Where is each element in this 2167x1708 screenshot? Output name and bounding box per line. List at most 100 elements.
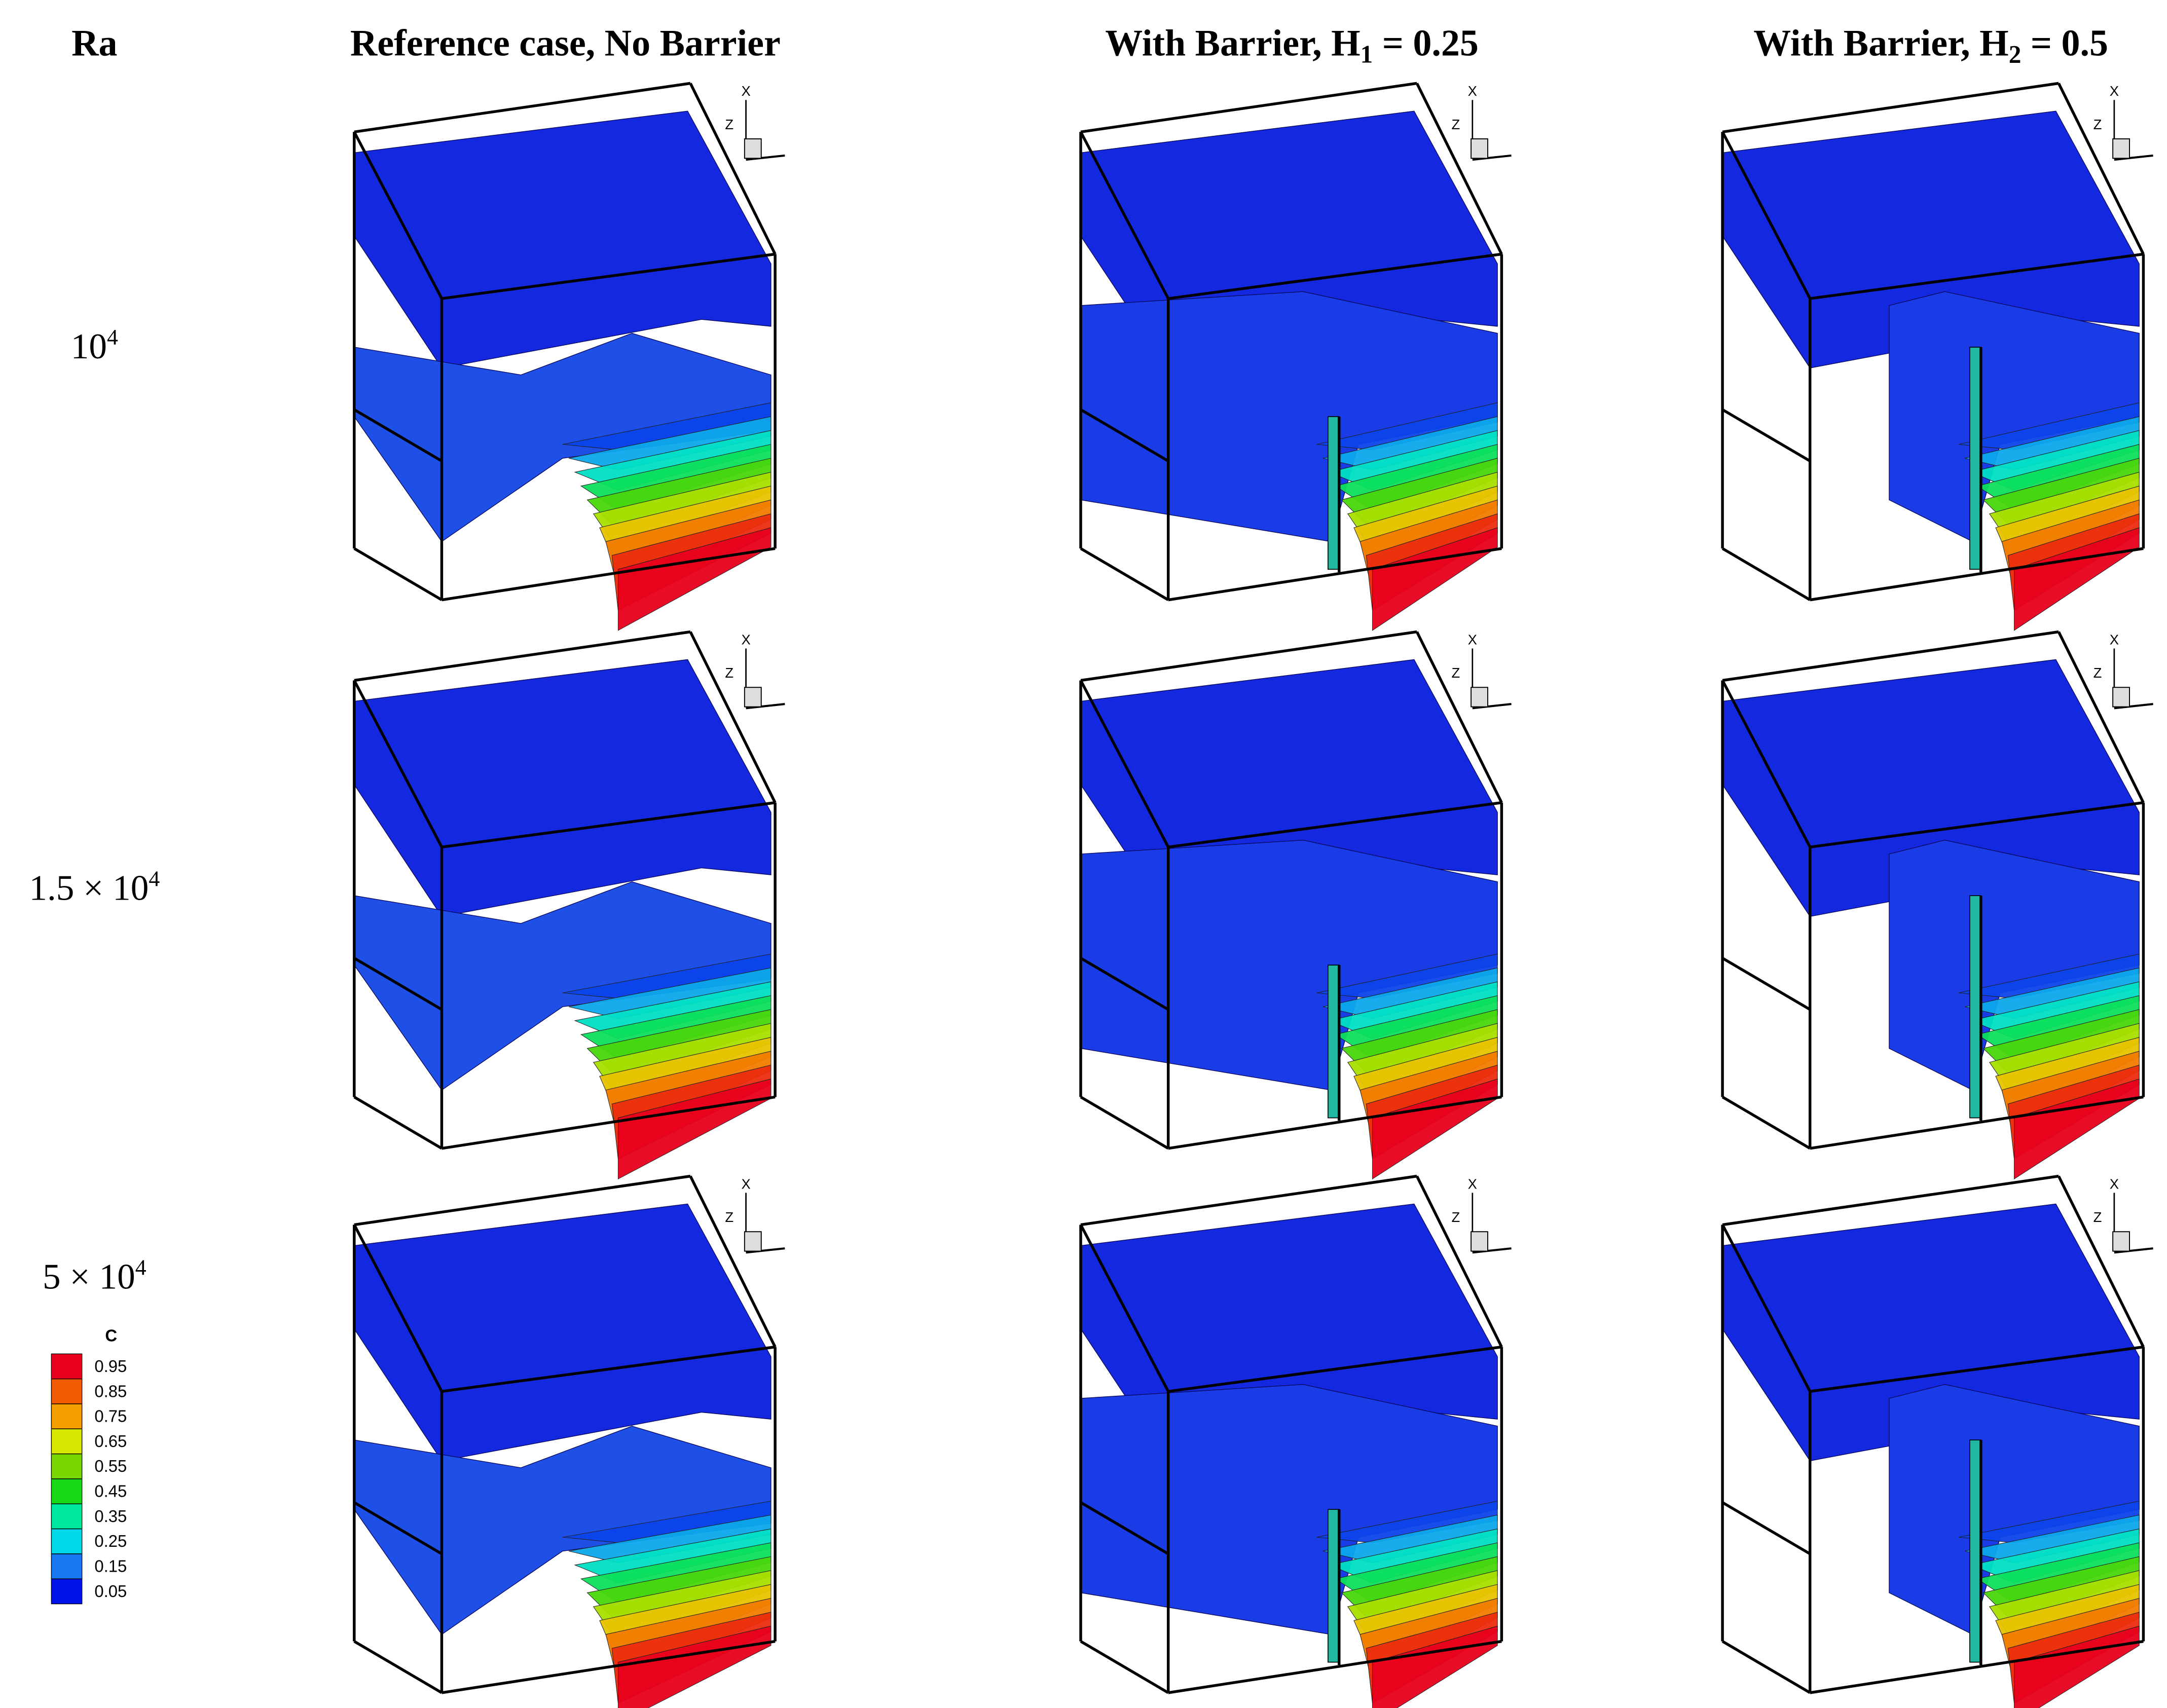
box-edge xyxy=(1080,1640,1169,1694)
triad-label: X xyxy=(1468,83,1477,99)
box-edge xyxy=(1721,547,1811,601)
box-edge xyxy=(353,1640,443,1694)
triad-label: X xyxy=(1468,1176,1477,1192)
panel: XZ xyxy=(1721,630,2153,1180)
panel: XZ xyxy=(1721,1174,2153,1708)
legend-swatch xyxy=(51,1578,83,1605)
triad-label: X xyxy=(741,632,750,647)
header-after: = 0.25 xyxy=(1373,23,1479,64)
legend-swatch xyxy=(51,1353,83,1380)
row-text: 5 × 10 xyxy=(43,1257,135,1297)
box-edge xyxy=(1080,1501,1169,1555)
isosurface-mid xyxy=(354,881,772,1091)
box-edge xyxy=(689,631,777,803)
isosurface-mid xyxy=(354,1426,772,1635)
isosurface-top xyxy=(1722,659,2140,917)
box-edge xyxy=(354,82,691,133)
box-edge xyxy=(353,408,443,462)
column-header: Reference case, No Barrier xyxy=(350,23,781,64)
isosurface-top xyxy=(354,659,772,917)
box-edge xyxy=(353,1224,443,1392)
box-edge xyxy=(2057,631,2145,803)
barrier xyxy=(1327,416,1340,570)
box-edge xyxy=(1079,131,1170,300)
triad-label: X xyxy=(741,1176,750,1192)
triad-axis xyxy=(746,154,785,161)
box-edge xyxy=(1721,680,1812,848)
row-sup: 4 xyxy=(149,867,160,891)
box-edge xyxy=(442,1095,776,1150)
box-edge xyxy=(353,547,443,601)
box-edge xyxy=(1721,957,1811,1011)
header-text: With Barrier, H xyxy=(1753,23,2008,64)
triad-label: X xyxy=(741,83,750,99)
legend-title: C xyxy=(105,1326,117,1345)
corner-label: Ra xyxy=(71,23,117,64)
legend-swatch xyxy=(51,1553,83,1579)
header-text: Reference case, No Barrier xyxy=(350,23,781,64)
box-edge xyxy=(1080,1174,1417,1227)
legend-swatch xyxy=(51,1428,83,1455)
panel: XZ xyxy=(1079,82,1512,631)
legend-swatch xyxy=(51,1478,83,1504)
triad-cube xyxy=(1471,138,1488,159)
triad-label: X xyxy=(2110,632,2119,647)
header-text: With Barrier, H xyxy=(1105,23,1360,64)
box-edge xyxy=(2057,83,2145,255)
box-edge xyxy=(1810,252,2144,300)
box-edge xyxy=(1080,547,1169,601)
header-after: = 0.5 xyxy=(2021,23,2108,64)
triad-axis xyxy=(1472,154,1512,161)
box-edge xyxy=(1721,131,1812,300)
triad-label: X xyxy=(2110,83,2119,99)
box-edge xyxy=(689,1175,777,1348)
box-edge xyxy=(1080,957,1169,1011)
box-edge xyxy=(1721,1501,1811,1555)
column-header: With Barrier, H1 = 0.25 xyxy=(1105,23,1479,68)
row-sup: 4 xyxy=(135,1255,146,1280)
triad-label: Z xyxy=(2093,1209,2102,1225)
barrier xyxy=(1969,1439,1981,1663)
box-edge xyxy=(1415,83,1503,255)
box-edge xyxy=(1721,1640,1811,1694)
triad-label: Z xyxy=(725,1209,733,1225)
panel: XZ xyxy=(353,82,785,631)
row-label: 104 xyxy=(71,325,118,366)
triad-label: Z xyxy=(2093,665,2102,681)
legend-label: 0.05 xyxy=(94,1582,127,1601)
isosurface-top xyxy=(1722,1203,2140,1462)
box-edge xyxy=(442,1640,776,1694)
triad-label: Z xyxy=(725,117,733,132)
box-edge xyxy=(442,801,776,849)
box-edge xyxy=(442,547,776,602)
triad-cube xyxy=(2112,138,2130,159)
triad-cube xyxy=(744,687,762,708)
triad-axis xyxy=(2114,154,2153,161)
box-edge xyxy=(1168,252,1502,300)
box-edge xyxy=(442,252,776,300)
row-label: 1.5 × 104 xyxy=(29,867,160,908)
triad-axis xyxy=(1472,703,1512,710)
box-edge xyxy=(1168,1095,1502,1150)
panel: XZ xyxy=(353,1174,785,1708)
triad-axis xyxy=(746,1247,785,1254)
box-edge xyxy=(1810,1640,2144,1694)
row-text: 1.5 × 10 xyxy=(29,868,149,908)
triad-label: Z xyxy=(725,665,733,681)
box-edge xyxy=(689,83,777,255)
legend-label: 0.85 xyxy=(94,1382,127,1400)
box-edge xyxy=(353,680,443,848)
box-edge xyxy=(1080,82,1417,133)
box-edge xyxy=(1721,1224,1812,1392)
panel: XZ xyxy=(1721,82,2153,631)
barrier xyxy=(1969,347,1981,570)
row-text: 10 xyxy=(71,327,107,366)
box-edge xyxy=(1810,1345,2144,1393)
legend-label: 0.95 xyxy=(94,1357,127,1376)
legend-label: 0.55 xyxy=(94,1457,127,1475)
legend-swatch xyxy=(51,1503,83,1530)
box-edge xyxy=(1810,547,2144,602)
triad-cube xyxy=(2112,1231,2130,1252)
isosurface-top xyxy=(1722,110,2140,368)
